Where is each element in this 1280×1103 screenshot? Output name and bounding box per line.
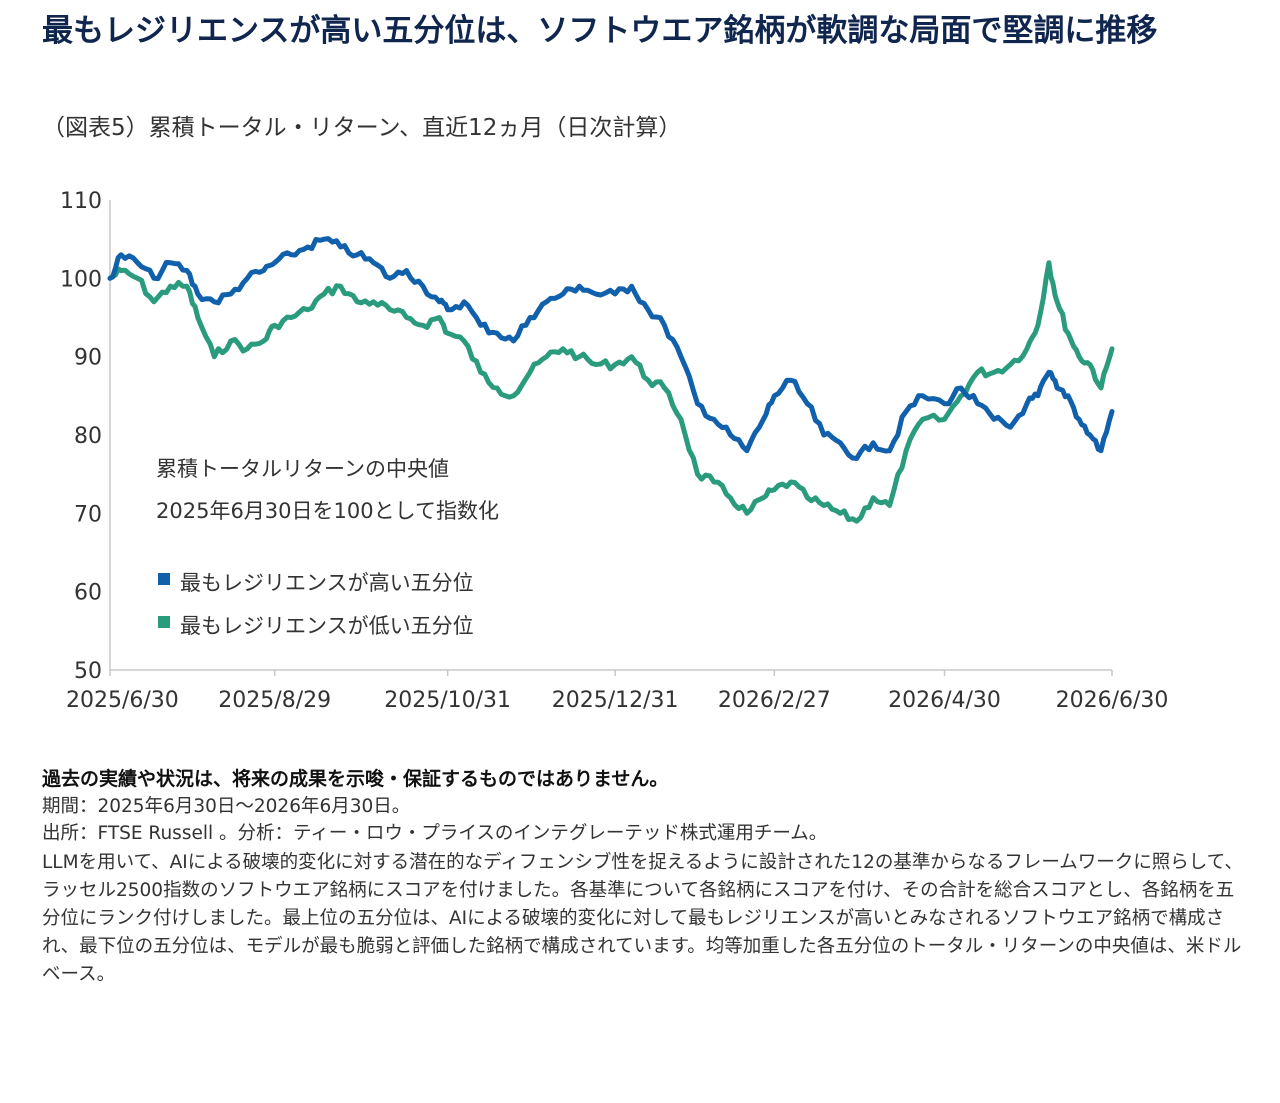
y-tick-label: 100 <box>60 267 102 292</box>
disclaimer: 過去の実績や状況は、将来の成果を示唆・保証するものではありません。 <box>42 768 669 790</box>
legend-swatch-high <box>158 573 170 585</box>
x-tick-label: 2025/6/30 <box>66 688 179 713</box>
x-tick-label: 2026/6/30 <box>1056 688 1169 713</box>
x-tick-label: 2026/2/27 <box>718 688 831 713</box>
x-tick-label: 2025/8/29 <box>218 688 331 713</box>
y-tick-label: 70 <box>74 502 102 527</box>
legend: 最もレジリエンスが高い五分位 最もレジリエンスが低い五分位 <box>158 571 474 638</box>
y-tick-label: 80 <box>74 424 102 449</box>
y-tick-label: 90 <box>74 346 102 371</box>
y-axis: 110 100 90 80 70 60 50 <box>60 189 111 684</box>
methodology-note: LLMを用いて、AIによる破壊的変化に対する潜在的なディフェンシブ性を捉えるよう… <box>42 852 1243 985</box>
x-tick-label: 2026/4/30 <box>888 688 1001 713</box>
x-tick-label: 2025/12/31 <box>552 688 679 713</box>
series-line-high-resilience <box>107 236 1115 461</box>
annotation-line-1: 累積トータルリターンの中央値 <box>156 457 449 481</box>
annotation-line-2: 2025年6月30日を100として指数化 <box>156 499 499 523</box>
x-axis: 2025/6/30 2025/8/29 2025/10/31 2025/12/31 20… <box>66 669 1169 713</box>
source-note: 出所：FTSE Russell 。分析：ティー・ロウ・プライスのインテグレーテッ… <box>42 823 828 844</box>
chart-title: 最もレジリエンスが高い五分位は、ソフトウエア銘柄が軟調な局面で堅調に推移 <box>42 13 1158 49</box>
legend-label-high: 最もレジリエンスが高い五分位 <box>180 571 474 595</box>
chart-footer: 過去の実績や状況は、将来の成果を示唆・保証するものではありません。 期間：202… <box>42 766 1247 989</box>
period-note: 期間：2025年6月30日～2026年6月30日。 <box>42 796 411 817</box>
series-line-low-resilience <box>107 260 1115 524</box>
y-tick-label: 110 <box>60 189 102 214</box>
y-tick-label: 60 <box>74 581 102 606</box>
legend-swatch-low <box>158 616 170 628</box>
series-layer <box>107 236 1115 524</box>
chart-annotation: 累積トータルリターンの中央値 2025年6月30日を100として指数化 <box>156 457 499 523</box>
legend-label-low: 最もレジリエンスが低い五分位 <box>180 614 474 638</box>
x-tick-label: 2025/10/31 <box>384 688 511 713</box>
y-tick-label: 50 <box>74 659 102 684</box>
chart-subtitle: （図表5）累積トータル・リターン、直近12ヵ月（日次計算） <box>42 115 682 141</box>
